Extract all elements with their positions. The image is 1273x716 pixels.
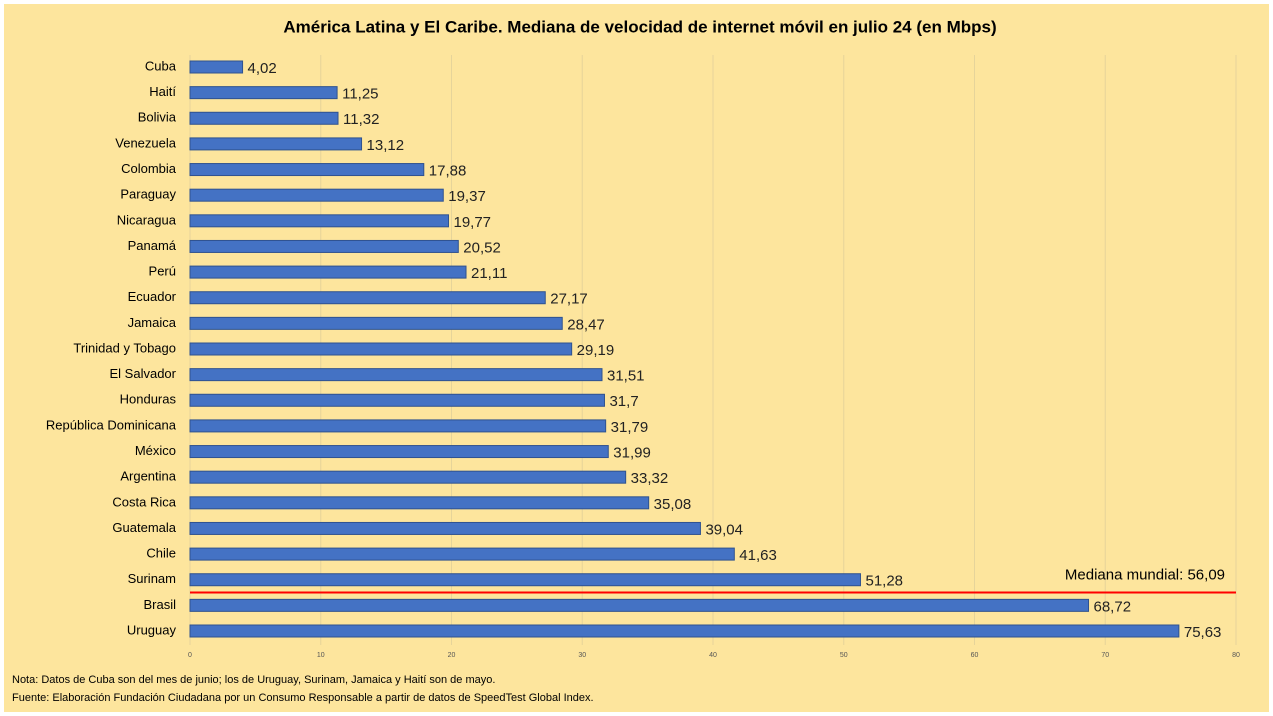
bar bbox=[189, 86, 338, 100]
data-label: 4,02 bbox=[248, 60, 277, 77]
y-tick-label: Argentina bbox=[120, 469, 176, 484]
x-tick-label: 40 bbox=[709, 652, 717, 659]
y-tick-label: República Dominicana bbox=[46, 417, 177, 432]
y-tick-label: Nicaragua bbox=[117, 212, 177, 227]
bar bbox=[189, 419, 607, 433]
x-tick-label: 80 bbox=[1232, 652, 1240, 659]
annotation: Mediana mundial: 56,09 bbox=[1065, 567, 1225, 584]
data-label: 41,63 bbox=[739, 547, 777, 564]
bar bbox=[189, 291, 546, 305]
data-label: 11,32 bbox=[343, 111, 379, 128]
bar bbox=[189, 342, 573, 356]
bar bbox=[189, 163, 425, 177]
source: Fuente: Elaboración Fundación Ciudadana … bbox=[12, 692, 594, 704]
data-label: 27,17 bbox=[550, 291, 588, 308]
y-tick-label: Cuba bbox=[145, 58, 177, 73]
data-label: 21,11 bbox=[471, 265, 507, 282]
bar bbox=[189, 60, 244, 74]
data-label: 29,19 bbox=[577, 342, 615, 359]
y-tick-label: Trinidad y Tobago bbox=[73, 340, 176, 355]
x-tick-label: 10 bbox=[317, 652, 325, 659]
y-tick-label: Ecuador bbox=[128, 289, 177, 304]
data-label: 20,52 bbox=[463, 239, 501, 256]
y-tick-label: Guatemala bbox=[112, 520, 176, 535]
x-tick-label: 70 bbox=[1101, 652, 1109, 659]
y-tick-label: México bbox=[135, 443, 176, 458]
bar bbox=[189, 111, 339, 125]
y-tick-label: Perú bbox=[149, 264, 176, 279]
data-label: 31,99 bbox=[613, 445, 651, 462]
y-tick-label: Bolivia bbox=[138, 110, 177, 125]
y-tick-label: Brasil bbox=[143, 597, 176, 612]
bar bbox=[189, 496, 650, 510]
data-label: 17,88 bbox=[429, 163, 467, 180]
y-tick-label: Colombia bbox=[121, 161, 177, 176]
bar bbox=[189, 188, 444, 202]
y-tick-label: Uruguay bbox=[127, 622, 177, 637]
y-tick-label: Jamaica bbox=[128, 315, 177, 330]
bar bbox=[189, 316, 563, 330]
data-label: 13,12 bbox=[367, 137, 405, 154]
x-tick-label: 60 bbox=[971, 652, 979, 659]
data-label: 28,47 bbox=[567, 316, 605, 333]
bar bbox=[189, 214, 449, 228]
y-tick-label: Haití bbox=[149, 84, 176, 99]
bar bbox=[189, 573, 861, 587]
data-label: 75,63 bbox=[1184, 624, 1222, 641]
bar bbox=[189, 598, 1090, 612]
y-tick-label: Costa Rica bbox=[112, 494, 176, 509]
bar bbox=[189, 239, 459, 253]
bar bbox=[189, 393, 605, 407]
x-tick-label: 20 bbox=[448, 652, 456, 659]
data-label: 33,32 bbox=[631, 470, 669, 487]
y-tick-label: El Salvador bbox=[110, 366, 177, 381]
bar bbox=[189, 265, 467, 279]
y-tick-label: Chile bbox=[146, 546, 176, 561]
data-label: 31,7 bbox=[609, 393, 638, 410]
data-label: 35,08 bbox=[654, 496, 692, 513]
bar bbox=[189, 470, 627, 484]
data-label: 11,25 bbox=[342, 86, 378, 103]
y-tick-label: Honduras bbox=[120, 392, 177, 407]
y-tick-label: Panamá bbox=[128, 238, 177, 253]
y-tick-label: Paraguay bbox=[120, 187, 176, 202]
bar bbox=[189, 368, 603, 382]
chart-title: América Latina y El Caribe. Mediana de v… bbox=[283, 17, 996, 36]
bar bbox=[189, 521, 701, 535]
note: Nota: Datos de Cuba son del mes de junio… bbox=[12, 674, 495, 686]
y-tick-label: Venezuela bbox=[115, 135, 176, 150]
x-tick-label: 30 bbox=[578, 652, 586, 659]
data-label: 31,79 bbox=[611, 419, 649, 436]
data-label: 51,28 bbox=[865, 573, 903, 590]
bar bbox=[189, 137, 363, 151]
data-label: 19,77 bbox=[453, 214, 491, 231]
x-tick-label: 50 bbox=[840, 652, 848, 659]
data-label: 68,72 bbox=[1094, 598, 1132, 615]
data-label: 39,04 bbox=[705, 521, 743, 538]
data-label: 19,37 bbox=[448, 188, 486, 205]
data-label: 31,51 bbox=[607, 368, 645, 385]
bar bbox=[189, 624, 1180, 638]
bar bbox=[189, 445, 609, 459]
x-tick-label: 0 bbox=[188, 652, 192, 659]
bar bbox=[189, 547, 735, 561]
y-tick-label: Surinam bbox=[128, 571, 176, 586]
